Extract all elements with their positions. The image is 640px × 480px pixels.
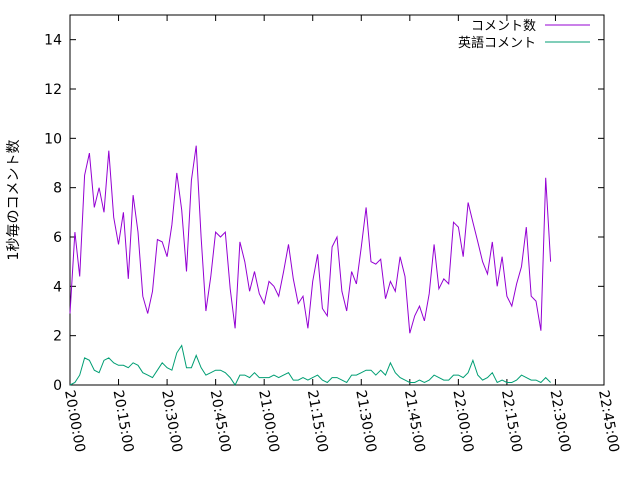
x-tick-label: 20:15:00 bbox=[110, 389, 137, 454]
y-axis-title: 1秒毎のコメント数 bbox=[6, 140, 22, 261]
x-tick-label: 21:45:00 bbox=[401, 389, 428, 454]
y-tick-label: 6 bbox=[53, 230, 62, 246]
x-axis-ticks: 20:00:00 20:15:00 20:30:00 20:45:00 21:00:00… bbox=[61, 15, 622, 454]
x-tick-label: 21:30:00 bbox=[352, 389, 379, 454]
series-line-2 bbox=[69, 344, 551, 387]
series-line-1 bbox=[69, 145, 552, 334]
x-tick-label: 22:30:00 bbox=[547, 389, 574, 454]
y-tick-label: 2 bbox=[53, 329, 62, 345]
x-tick-label: 20:30:00 bbox=[158, 389, 185, 454]
plot-frame bbox=[69, 14, 605, 386]
plot-border bbox=[69, 14, 605, 386]
y-tick-label: 0 bbox=[53, 378, 62, 394]
x-tick-label: 22:15:00 bbox=[498, 389, 525, 454]
y-tick-label: 8 bbox=[53, 181, 62, 197]
y-tick-label: 14 bbox=[44, 33, 62, 49]
y-axis-ticks: 0 2 4 6 8 10 12 14 bbox=[44, 33, 604, 394]
legend-label-2: 英語コメント bbox=[458, 35, 536, 51]
series-layer bbox=[69, 145, 552, 387]
y-tick-label: 12 bbox=[44, 82, 62, 98]
legend-label-1: コメント数 bbox=[471, 19, 536, 34]
x-tick-label: 20:00:00 bbox=[61, 389, 88, 454]
y-tick-label: 10 bbox=[44, 131, 62, 147]
x-tick-label: 22:00:00 bbox=[449, 389, 476, 454]
x-tick-label: 21:15:00 bbox=[304, 389, 331, 454]
y-tick-label: 4 bbox=[53, 279, 62, 295]
x-tick-label: 22:45:00 bbox=[595, 389, 622, 454]
x-tick-label: 21:00:00 bbox=[255, 389, 282, 454]
x-tick-label: 20:45:00 bbox=[207, 389, 234, 454]
